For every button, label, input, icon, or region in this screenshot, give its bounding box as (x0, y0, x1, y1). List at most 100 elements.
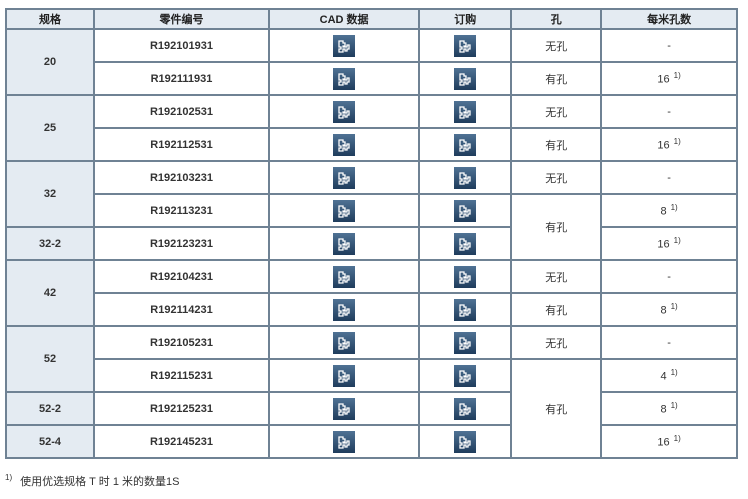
part-number: R192101931 (93, 28, 270, 63)
order-puzzle-icon[interactable] (454, 100, 477, 123)
cad-data-puzzle-icon[interactable] (333, 430, 356, 453)
part-number: R192113231 (93, 193, 270, 228)
part-number: R192102531 (93, 94, 270, 129)
cad-cell (267, 391, 421, 426)
cad-data-puzzle-icon[interactable] (333, 232, 356, 255)
order-puzzle-icon[interactable] (454, 67, 477, 90)
cad-data-puzzle-icon[interactable] (333, 67, 356, 90)
per-meter-value: 8 (660, 403, 667, 416)
cad-data-puzzle-icon[interactable] (333, 298, 356, 321)
order-cell (418, 226, 513, 261)
order-puzzle-icon[interactable] (454, 430, 477, 453)
hole-cell: 有孔 (510, 61, 603, 96)
table-row: 20 R192101931 无孔 - (5, 28, 738, 96)
order-puzzle-icon[interactable] (454, 364, 477, 387)
per-meter-cell: - (600, 94, 738, 129)
cad-cell (267, 127, 421, 162)
cad-data-puzzle-icon[interactable] (333, 166, 356, 189)
order-puzzle-icon[interactable] (454, 34, 477, 57)
order-puzzle-icon[interactable] (454, 331, 477, 354)
footnote-ref: 1) (670, 203, 678, 213)
cad-data-puzzle-icon[interactable] (333, 331, 356, 354)
part-number: R192145231 (93, 424, 270, 459)
table-row: R192114231 有孔 8 1) (6, 292, 738, 327)
cad-data-puzzle-icon[interactable] (333, 364, 356, 387)
per-meter-cell: - (600, 28, 738, 63)
footnote-ref: 1) (670, 302, 678, 312)
per-meter-cell: 8 1) (600, 193, 738, 228)
order-cell (418, 61, 513, 96)
spec-cell: 42 (5, 259, 95, 327)
cad-cell (267, 61, 421, 96)
footnote-ref: 1) (673, 71, 681, 81)
per-meter-cell: - (600, 259, 738, 294)
hole-cell: 有孔 (510, 292, 603, 327)
order-cell (418, 259, 513, 294)
header-row: 规格 零件编号 CAD 数据 订购 孔 每米孔数 (5, 8, 738, 30)
cad-data-puzzle-icon[interactable] (333, 397, 356, 420)
order-cell (418, 358, 513, 393)
cad-data-puzzle-icon[interactable] (333, 100, 356, 123)
table-row: 32-2 R192123231 16 1) (5, 226, 738, 261)
per-meter-value: 16 (657, 238, 670, 251)
order-cell (418, 325, 513, 360)
footnote-ref: 1) (670, 401, 678, 411)
cad-cell (267, 424, 421, 459)
cad-data-puzzle-icon[interactable] (333, 34, 356, 57)
per-meter-cell: - (600, 160, 738, 195)
table-row: 32 R192103231 无孔 - (5, 160, 738, 228)
hole-cell: 无孔 (510, 325, 603, 360)
order-puzzle-icon[interactable] (454, 133, 477, 156)
table-row: 42 R192104231 无孔 - (5, 259, 738, 327)
order-cell (418, 391, 513, 426)
order-puzzle-icon[interactable] (454, 232, 477, 255)
per-meter-value: - (667, 171, 671, 184)
order-puzzle-icon[interactable] (454, 298, 477, 321)
per-meter-value: 16 (657, 436, 670, 449)
footnote: 1) 使用优选规格 T 时 1 米的数量1S (5, 473, 179, 489)
order-cell (418, 127, 513, 162)
per-meter-cell: 16 1) (600, 61, 738, 96)
per-meter-value: 8 (660, 205, 667, 218)
table-row: R192113231 有孔 8 1) (6, 193, 738, 261)
per-meter-value: 8 (660, 304, 667, 317)
per-meter-value: - (667, 270, 671, 283)
order-cell (418, 160, 513, 195)
header-cad: CAD 数据 (267, 8, 421, 30)
part-number: R192103231 (93, 160, 270, 195)
spec-cell: 20 (5, 28, 95, 96)
footnote-ref: 1) (670, 368, 678, 378)
footnote-mark: 1) (5, 473, 13, 483)
spec-cell: 52-2 (5, 391, 95, 426)
cad-data-puzzle-icon[interactable] (333, 265, 356, 288)
cad-data-puzzle-icon[interactable] (333, 133, 356, 156)
part-number: R192104231 (93, 259, 270, 294)
header-order: 订购 (418, 8, 513, 30)
cad-cell (267, 28, 421, 63)
hole-cell: 有孔 (510, 193, 603, 261)
header-part: 零件编号 (93, 8, 270, 30)
table-row: 52-4 R192145231 16 1) (5, 424, 738, 459)
cad-cell (267, 259, 421, 294)
spec-cell: 25 (5, 94, 95, 162)
table-row: 52-2 R192125231 8 1) (5, 391, 738, 426)
per-meter-cell: 16 1) (600, 226, 738, 261)
cad-data-puzzle-icon[interactable] (333, 199, 356, 222)
order-cell (418, 424, 513, 459)
order-puzzle-icon[interactable] (454, 199, 477, 222)
table-row: 52 R192105231 无孔 - (5, 325, 738, 393)
spec-cell: 32 (5, 160, 95, 228)
order-cell (418, 292, 513, 327)
hole-cell: 无孔 (510, 160, 603, 195)
order-puzzle-icon[interactable] (454, 265, 477, 288)
order-puzzle-icon[interactable] (454, 397, 477, 420)
order-cell (418, 94, 513, 129)
spec-cell: 52-4 (5, 424, 95, 459)
per-meter-cell: 8 1) (600, 391, 738, 426)
product-table: 规格 零件编号 CAD 数据 订购 孔 每米孔数 20 R192101931 无孔 -… (5, 8, 738, 459)
per-meter-cell: 8 1) (600, 292, 738, 327)
part-number: R192105231 (93, 325, 270, 360)
order-puzzle-icon[interactable] (454, 166, 477, 189)
table-row: R192112531 有孔 16 1) (6, 127, 738, 162)
order-cell (418, 28, 513, 63)
